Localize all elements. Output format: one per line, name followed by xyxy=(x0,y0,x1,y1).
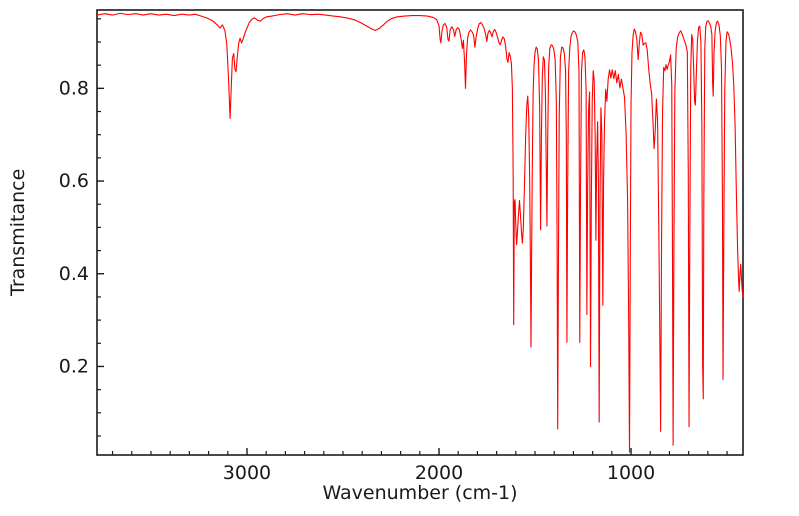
y-tick-label: 0.6 xyxy=(59,170,89,192)
x-axis-label: Wavenumber (cm-1) xyxy=(322,482,518,504)
x-tick-label: 3000 xyxy=(223,462,271,484)
x-tick-label: 1000 xyxy=(607,462,655,484)
spectrum-line xyxy=(96,12,744,453)
x-tick-label: 2000 xyxy=(415,462,463,484)
y-axis-label: Transmitance xyxy=(7,168,29,297)
y-tick-label: 0.4 xyxy=(59,263,89,285)
plot-border xyxy=(96,9,744,456)
y-tick-label: 0.8 xyxy=(59,77,89,99)
y-tick-label: 0.2 xyxy=(59,355,89,377)
